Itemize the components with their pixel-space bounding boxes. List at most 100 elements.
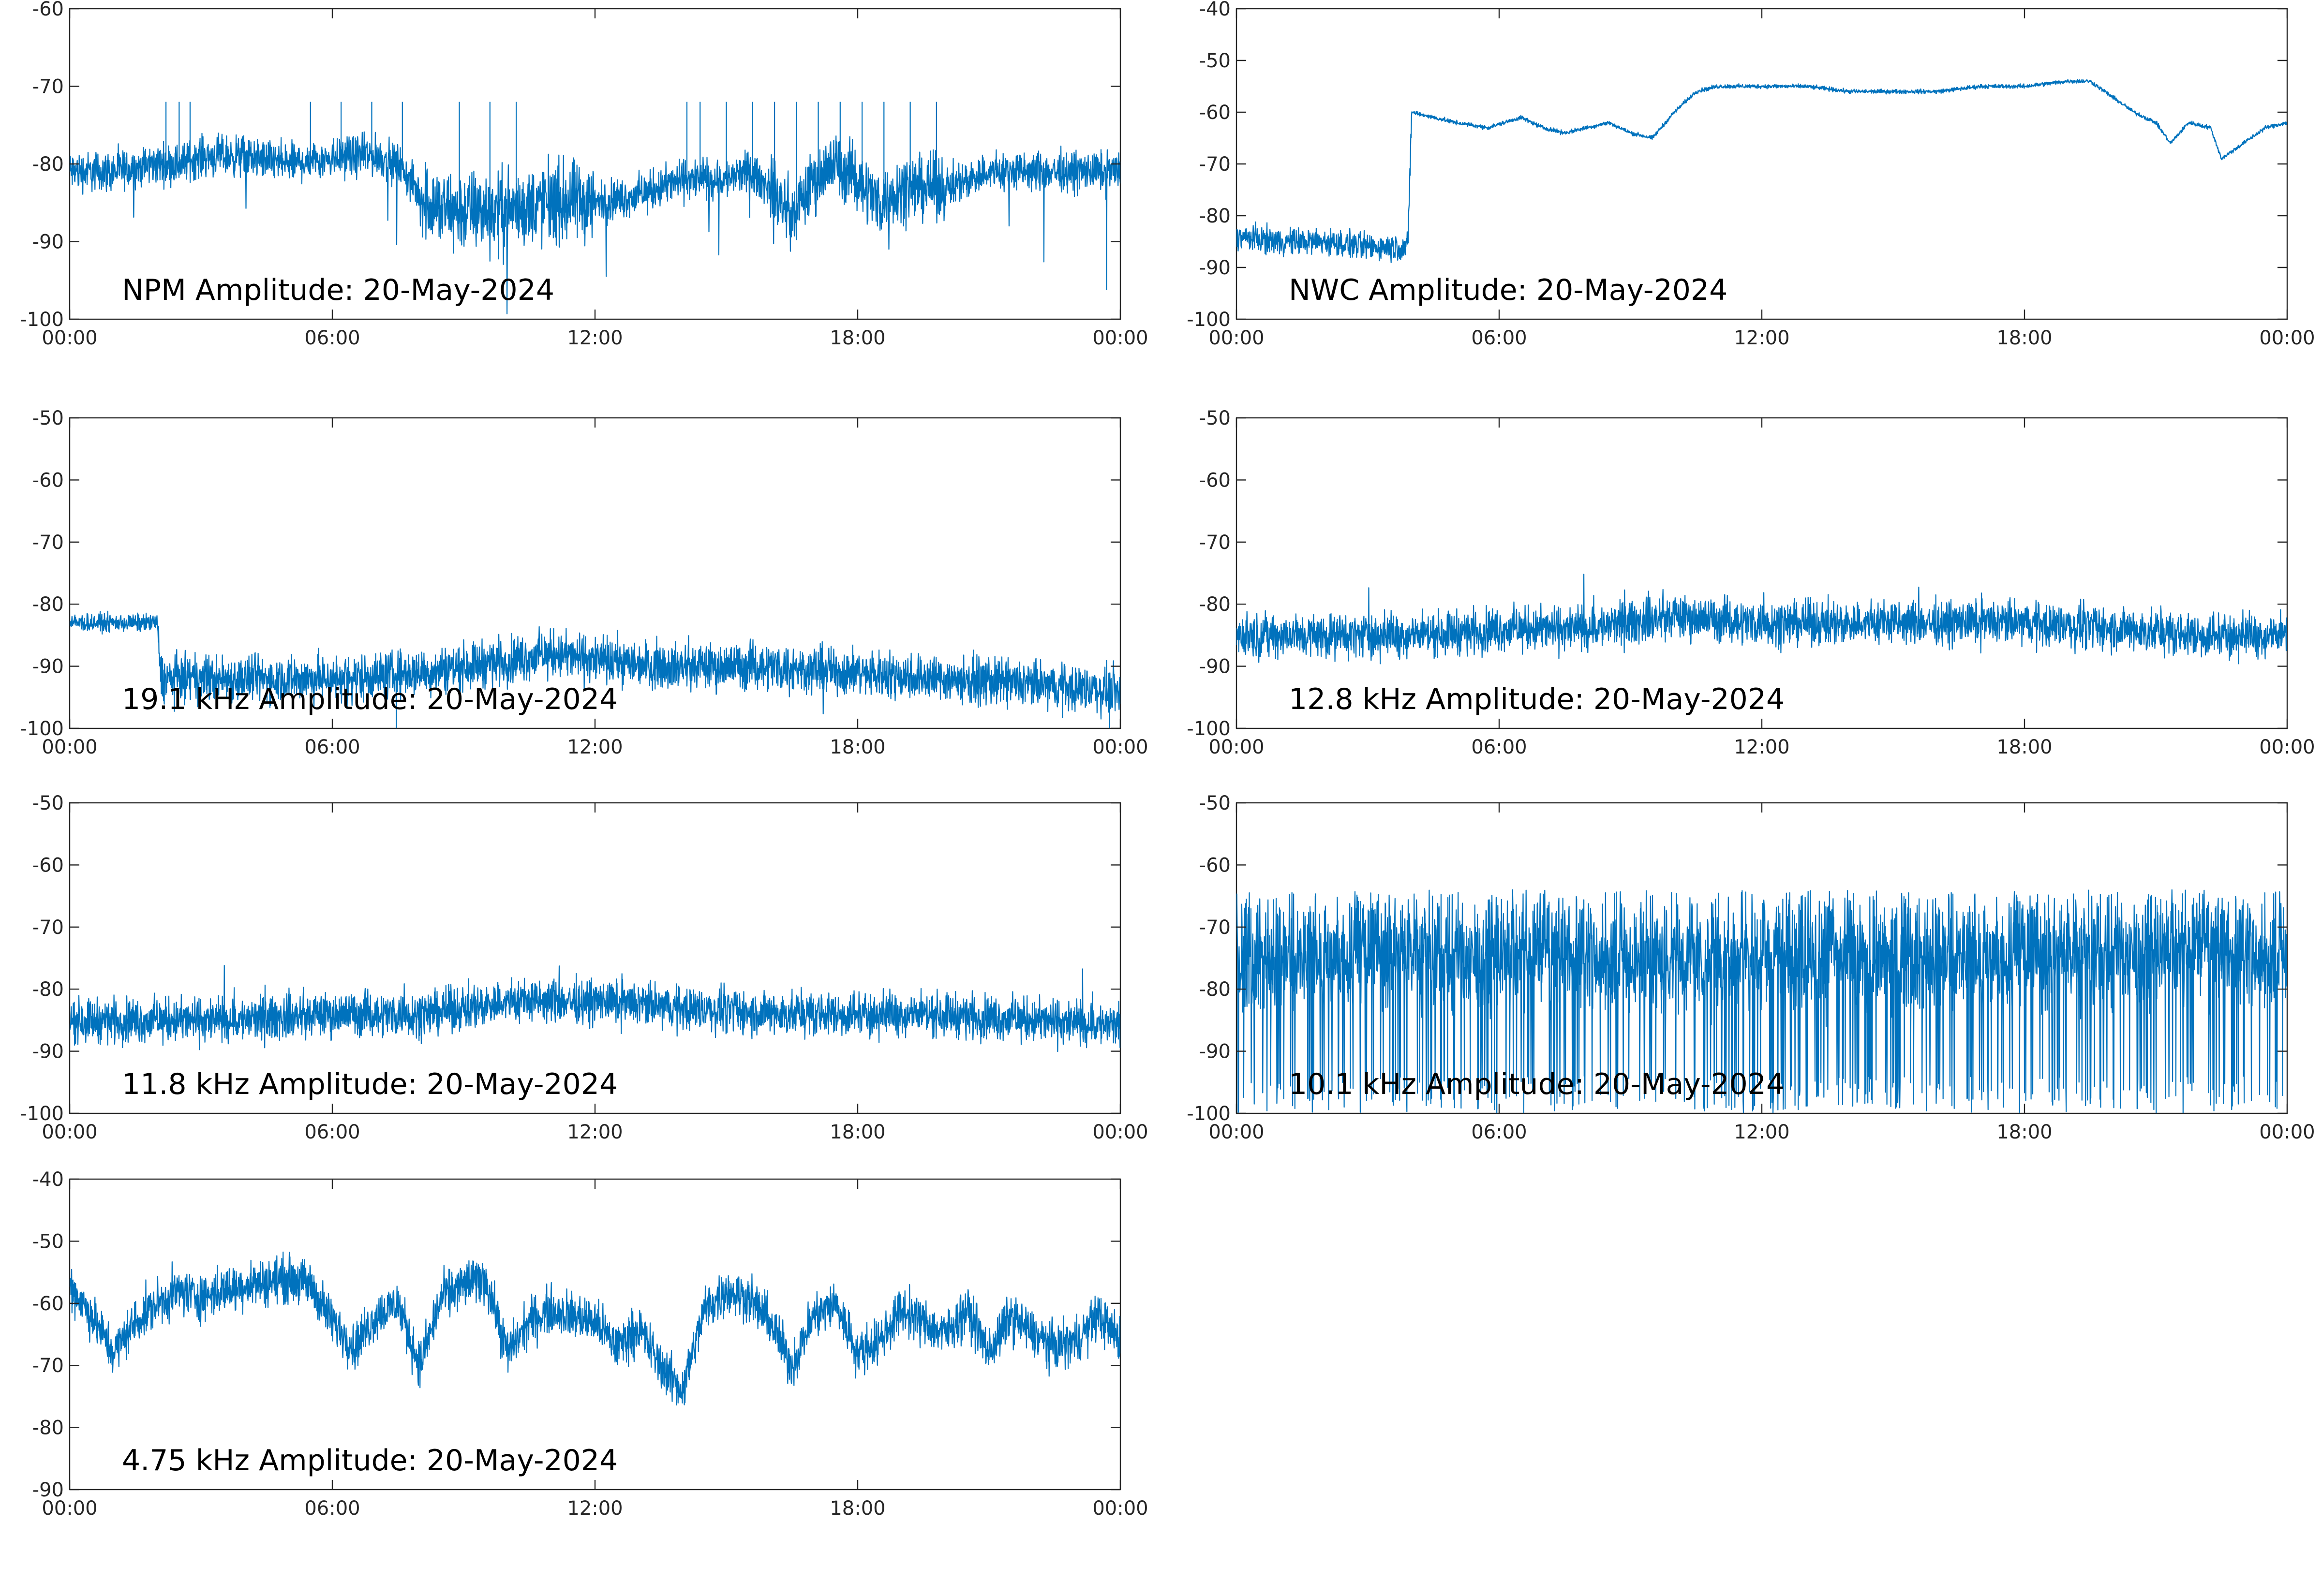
x-tick-label: 18:00 (830, 1497, 885, 1520)
x-tick-label: 00:00 (42, 736, 97, 758)
x-tick-label: 00:00 (1208, 327, 1264, 349)
y-tick-label: -100 (20, 1103, 64, 1125)
y-tick-label: -90 (32, 1041, 64, 1063)
x-tick-label: 12:00 (567, 736, 623, 758)
y-tick-label: -70 (1199, 532, 1231, 554)
y-tick-label: -70 (32, 1355, 64, 1377)
x-tick-label: 00:00 (1092, 327, 1148, 349)
x-tick-label: 00:00 (42, 1121, 97, 1143)
y-tick-label: -60 (32, 469, 64, 491)
y-tick-label: -70 (32, 916, 64, 939)
x-tick-label: 06:00 (304, 327, 360, 349)
x-tick-label: 00:00 (1092, 1497, 1148, 1520)
y-tick-label: -50 (1199, 792, 1231, 814)
plot-area (1235, 417, 2288, 729)
y-tick-label: -100 (20, 309, 64, 331)
x-tick-label: 12:00 (567, 1121, 623, 1143)
x-tick-label: 18:00 (830, 1121, 885, 1143)
y-tick-label: -80 (1199, 978, 1231, 1001)
panel-title: NWC Amplitude: 20-May-2024 (1289, 273, 1727, 307)
y-tick-label: -80 (32, 978, 64, 1001)
panel-title: 12.8 kHz Amplitude: 20-May-2024 (1289, 682, 1785, 716)
panel-title: 19.1 kHz Amplitude: 20-May-2024 (122, 682, 618, 716)
x-tick-label: 12:00 (1734, 1121, 1789, 1143)
y-tick-label: -70 (1199, 153, 1231, 176)
y-tick-label: -70 (1199, 916, 1231, 939)
x-tick-label: 06:00 (304, 1121, 360, 1143)
y-tick-label: -90 (1199, 1041, 1231, 1063)
x-tick-label: 12:00 (567, 1497, 623, 1520)
y-tick-label: -60 (1199, 469, 1231, 491)
amplitude-trace (70, 102, 1120, 314)
y-tick-label: -50 (32, 792, 64, 814)
plot-area (69, 1178, 1121, 1491)
x-tick-label: 00:00 (42, 1497, 97, 1520)
y-tick-label: -40 (32, 1168, 64, 1191)
y-tick-label: -100 (1187, 718, 1231, 740)
y-tick-label: -100 (1187, 1103, 1231, 1125)
y-tick-label: -70 (32, 532, 64, 554)
amplitude-trace (1236, 79, 2287, 264)
panel-title: 10.1 kHz Amplitude: 20-May-2024 (1289, 1067, 1785, 1101)
x-tick-label: 00:00 (1208, 736, 1264, 758)
x-tick-label: 18:00 (1996, 1121, 2052, 1143)
x-tick-label: 00:00 (42, 327, 97, 349)
y-tick-label: -50 (32, 1230, 64, 1253)
x-tick-label: 18:00 (830, 736, 885, 758)
y-tick-label: -80 (1199, 205, 1231, 227)
x-tick-label: 18:00 (830, 327, 885, 349)
y-tick-label: -60 (32, 854, 64, 876)
x-tick-label: 18:00 (1996, 736, 2052, 758)
panel-title: 11.8 kHz Amplitude: 20-May-2024 (122, 1067, 618, 1101)
x-tick-label: 00:00 (1092, 1121, 1148, 1143)
y-tick-label: -50 (1199, 407, 1231, 429)
y-tick-label: -60 (32, 1293, 64, 1315)
y-tick-label: -50 (1199, 50, 1231, 72)
y-tick-label: -90 (1199, 656, 1231, 678)
y-tick-label: -80 (32, 1417, 64, 1439)
y-tick-label: -70 (32, 76, 64, 98)
x-tick-label: 12:00 (1734, 736, 1789, 758)
y-tick-label: -40 (1199, 0, 1231, 20)
plot-area (69, 802, 1121, 1114)
x-tick-label: 00:00 (1208, 1121, 1264, 1143)
y-tick-label: -90 (32, 656, 64, 678)
y-tick-label: -60 (32, 0, 64, 20)
y-tick-label: -60 (1199, 854, 1231, 876)
x-tick-label: 00:00 (2259, 1121, 2315, 1143)
y-tick-label: -80 (32, 593, 64, 616)
x-tick-label: 00:00 (2259, 736, 2315, 758)
y-tick-label: -90 (1199, 257, 1231, 279)
y-tick-label: -90 (32, 231, 64, 253)
y-tick-label: -100 (20, 718, 64, 740)
x-tick-label: 00:00 (1092, 736, 1148, 758)
x-tick-label: 00:00 (2259, 327, 2315, 349)
y-tick-label: -80 (32, 153, 64, 176)
x-tick-label: 06:00 (1471, 1121, 1527, 1143)
x-tick-label: 12:00 (1734, 327, 1789, 349)
x-tick-label: 06:00 (1471, 327, 1527, 349)
amplitude-trace (1236, 574, 2287, 665)
plot-area (1235, 8, 2288, 320)
y-tick-label: -60 (1199, 102, 1231, 124)
y-tick-label: -50 (32, 407, 64, 429)
x-tick-label: 12:00 (567, 327, 623, 349)
panel-title: 4.75 kHz Amplitude: 20-May-2024 (122, 1444, 618, 1478)
y-tick-label: -100 (1187, 309, 1231, 331)
amplitude-trace (70, 610, 1120, 728)
x-tick-label: 06:00 (1471, 736, 1527, 758)
